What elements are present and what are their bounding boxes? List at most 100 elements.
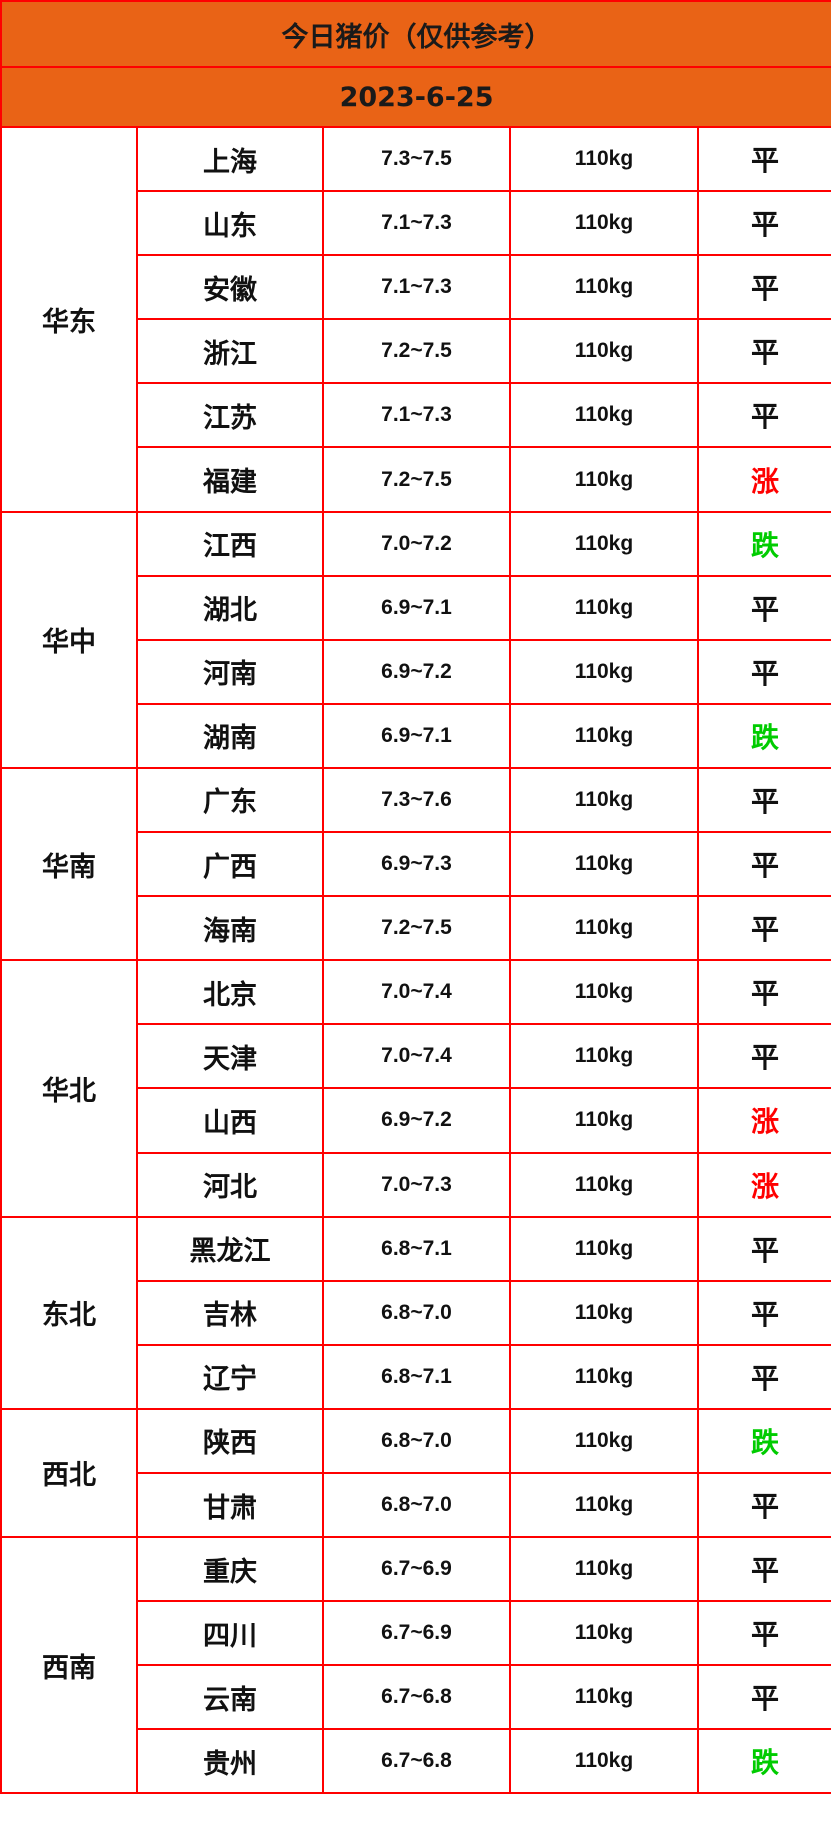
price-cell: 6.8~7.0 [322,1471,511,1539]
price-cell: 6.8~7.0 [322,1279,511,1346]
prov-cell: 天津 [136,1023,324,1090]
trend-cell: 平 [696,574,831,641]
trend-cell: 平 [696,318,831,385]
weight-cell: 110kg [509,1471,699,1539]
price-cell: 6.8~7.0 [322,1407,511,1474]
table-row: 云南 6.7~6.8 110kg 平 [1,1664,831,1731]
weight-cell: 110kg [509,446,699,513]
table-row: 西北 陕西 6.8~7.0 110kg 跌 [0,1407,831,1539]
region-cell: 西南 [0,1536,138,1795]
table-row: 山东 7.1~7.3 110kg 平 [1,190,831,257]
prov-cell: 海南 [136,895,324,962]
table-row: 四川 6.7~6.9 110kg 平 [1,1600,831,1667]
trend-cell: 跌 [696,702,831,769]
price-cell: 7.1~7.3 [322,382,511,449]
trend-cell: 平 [696,1343,831,1410]
table-date: 2023-6-25 [0,66,831,128]
table-row: 华中 江西 7.0~7.2 110kg 跌 [0,510,831,769]
weight-cell: 110kg [509,766,699,834]
prov-cell: 广东 [136,766,324,834]
trend-cell: 平 [696,959,831,1026]
weight-cell: 110kg [509,1151,699,1218]
prov-cell: 广西 [136,831,324,898]
prov-cell: 浙江 [136,318,324,385]
table-row: 浙江 7.2~7.5 110kg 平 [1,318,831,385]
table-title: 今日猪价（仅供参考） [0,0,831,68]
trend-cell: 平 [696,190,831,257]
trend-cell: 平 [696,1536,831,1603]
weight-cell: 110kg [509,1728,699,1795]
region-cell: 华东 [0,126,138,513]
price-cell: 7.1~7.3 [322,190,511,257]
trend-cell: 平 [696,1215,831,1282]
prov-cell: 上海 [136,125,324,193]
price-cell: 6.7~6.8 [322,1664,511,1731]
weight-cell: 110kg [509,702,699,769]
weight-cell: 110kg [509,895,699,962]
price-cell: 6.8~7.1 [322,1215,511,1282]
prov-cell: 北京 [136,959,324,1026]
weight-cell: 110kg [509,1664,699,1731]
region-cell: 华中 [0,510,138,769]
price-cell: 6.7~6.9 [322,1600,511,1667]
pig-price-table: 今日猪价（仅供参考） 2023-6-25 华东 上海 7.3~7.5 110kg 平山东… [0,0,831,1795]
trend-cell: 平 [696,766,831,834]
weight-cell: 110kg [509,318,699,385]
price-cell: 6.7~6.8 [322,1728,511,1795]
weight-cell: 110kg [509,959,699,1026]
trend-cell: 跌 [696,1728,831,1795]
trend-cell: 平 [696,1023,831,1090]
prov-cell: 黑龙江 [136,1215,324,1282]
table-row: 东北 黑龙江 6.8~7.1 110kg 平 [0,1215,831,1410]
trend-cell: 平 [696,895,831,962]
table-row: 福建 7.2~7.5 110kg 涨 [1,446,831,513]
weight-cell: 110kg [509,125,699,193]
price-cell: 7.3~7.5 [322,125,511,193]
weight-cell: 110kg [509,1023,699,1090]
table-row: 吉林 6.8~7.0 110kg 平 [1,1279,831,1346]
prov-cell: 福建 [136,446,324,513]
price-cell: 6.7~6.9 [322,1536,511,1603]
table-row: 河北 7.0~7.3 110kg 涨 [1,1151,831,1218]
region-cell: 华北 [0,959,138,1218]
prov-cell: 湖北 [136,574,324,641]
weight-cell: 110kg [509,1279,699,1346]
trend-cell: 涨 [696,1087,831,1154]
prov-cell: 山西 [136,1087,324,1154]
price-cell: 7.0~7.4 [322,1023,511,1090]
price-cell: 6.9~7.2 [322,1087,511,1154]
weight-cell: 110kg [509,638,699,705]
price-cell: 6.8~7.1 [322,1343,511,1410]
table-row: 山西 6.9~7.2 110kg 涨 [1,1087,831,1154]
table-row: 湖北 6.9~7.1 110kg 平 [1,574,831,641]
table-row: 安徽 7.1~7.3 110kg 平 [1,254,831,321]
price-cell: 6.9~7.3 [322,831,511,898]
prov-cell: 辽宁 [136,1343,324,1410]
region-cell: 华南 [0,766,138,962]
trend-cell: 平 [696,382,831,449]
price-cell: 6.9~7.2 [322,638,511,705]
trend-cell: 跌 [696,510,831,577]
trend-cell: 平 [696,1471,831,1539]
price-cell: 7.2~7.5 [322,446,511,513]
prov-cell: 重庆 [136,1536,324,1603]
weight-cell: 110kg [509,1343,699,1410]
weight-cell: 110kg [509,382,699,449]
region-cell: 东北 [0,1215,138,1410]
prov-cell: 安徽 [136,254,324,321]
table-row: 华北 北京 7.0~7.4 110kg 平 [0,959,831,1218]
prov-cell: 陕西 [136,1407,324,1474]
weight-cell: 110kg [509,1215,699,1282]
weight-cell: 110kg [509,190,699,257]
prov-cell: 湖南 [136,702,324,769]
table-row: 江苏 7.1~7.3 110kg 平 [1,382,831,449]
table-row: 华南 广东 7.3~7.6 110kg 平 [0,766,831,962]
trend-cell: 平 [696,638,831,705]
weight-cell: 110kg [509,1407,699,1474]
price-cell: 7.3~7.6 [322,766,511,834]
table-row: 贵州 6.7~6.8 110kg 跌 [1,1728,831,1795]
trend-cell: 平 [696,254,831,321]
prov-cell: 河北 [136,1151,324,1218]
price-cell: 7.2~7.5 [322,895,511,962]
price-cell: 7.1~7.3 [322,254,511,321]
